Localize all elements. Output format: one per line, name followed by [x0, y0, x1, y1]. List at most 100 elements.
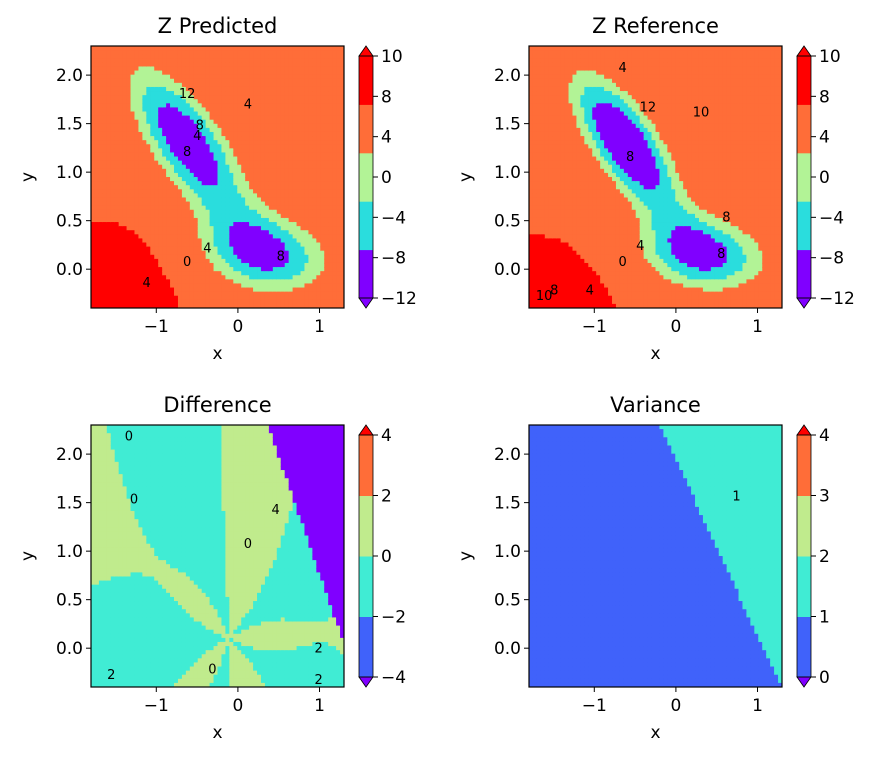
colorbar-extend-bottom	[796, 676, 812, 688]
x-tick-label: −1	[144, 317, 169, 337]
contour-label: 4	[203, 242, 211, 257]
colorbar-segment	[797, 616, 811, 678]
y-tick-label: 1.0	[494, 542, 521, 562]
x-tick-label: 1	[752, 696, 763, 716]
y-tick-label: 1.5	[56, 115, 83, 135]
x-tick-label: 1	[752, 317, 763, 337]
colorbar: −4 −2 0 2 4	[358, 424, 406, 688]
colorbar-extend-bottom	[796, 297, 812, 309]
y-axis-label: y	[18, 551, 38, 561]
colorbar-tick-label: 2	[819, 547, 830, 567]
colorbar-segment	[797, 435, 811, 496]
y-tick-label: 1.0	[56, 542, 83, 562]
x-tick-label: 1	[314, 696, 325, 716]
y-tick-label: 0.5	[494, 212, 521, 232]
colorbar-segment	[359, 435, 373, 496]
subplot-4: Variance −1 0 1 x 0.0 0.5 1.0 1.5 2.0 y 1 0 1 2 3 4	[456, 393, 830, 743]
colorbar-extend-top	[796, 45, 812, 57]
colorbar-tick-label: 4	[819, 426, 830, 446]
contour-label: 0	[130, 492, 138, 507]
contour-fill	[529, 46, 782, 308]
x-tick-label: 0	[232, 696, 243, 716]
contour-label: 8	[196, 119, 204, 134]
contour-label: 8	[717, 247, 725, 262]
colorbar-tick-label: −4	[819, 208, 844, 228]
chart-title: Z Predicted	[158, 14, 278, 38]
colorbar-tick-label: 3	[819, 487, 830, 507]
y-tick-label: 2.0	[494, 445, 521, 465]
colorbar-segment	[359, 495, 373, 557]
contour-label: 4	[193, 129, 201, 144]
contour-label: 0	[125, 429, 133, 444]
colorbar-extend-bottom	[358, 297, 374, 309]
colorbar-segment	[797, 104, 811, 154]
contour-label: 4	[586, 284, 594, 299]
y-tick-label: 0.0	[494, 639, 521, 659]
contour-label: 4	[618, 61, 626, 76]
colorbar-tick-label: −12	[381, 289, 417, 309]
y-tick-label: 0.5	[56, 591, 83, 611]
subplot-1: Z Predicted−1 0 1x0.00.51.01.52.0y44404812…	[18, 14, 417, 364]
contour-label: 8	[722, 210, 730, 225]
x-tick-label: −1	[582, 317, 607, 337]
y-tick-label: 1.5	[56, 494, 83, 514]
y-axis-label: y	[456, 551, 476, 561]
chart-title: Z Reference	[592, 14, 719, 38]
colorbar-extend-bottom	[358, 676, 374, 688]
colorbar-segment	[359, 556, 373, 617]
contour-label: 8	[277, 250, 285, 265]
contour-label: 0	[244, 537, 252, 552]
y-axis-label: y	[456, 172, 476, 182]
x-axis-label: x	[650, 723, 660, 743]
y-tick-label: 1.0	[494, 163, 521, 183]
colorbar-tick-label: 0	[819, 168, 830, 188]
colorbar-tick-label: 4	[381, 128, 392, 148]
y-tick-label: 0.5	[56, 212, 83, 232]
colorbar-tick-label: 8	[381, 87, 392, 107]
contour-label: 8	[626, 150, 634, 165]
colorbar-tick-label: −4	[381, 208, 406, 228]
colorbar-extend-top	[358, 45, 374, 57]
colorbar-segment	[359, 56, 373, 105]
colorbar-segment	[359, 152, 373, 202]
colorbar-segment	[797, 495, 811, 557]
colorbar-segment	[797, 56, 811, 105]
colorbar-tick-label: −8	[819, 249, 844, 269]
colorbar-segment	[359, 616, 373, 678]
y-tick-label: 0.5	[494, 591, 521, 611]
colorbar-segment	[359, 201, 373, 251]
y-tick-label: 0.0	[56, 639, 83, 659]
x-tick-label: 0	[670, 696, 681, 716]
colorbar-tick-label: −4	[381, 668, 406, 688]
contour-label: 12	[179, 87, 196, 102]
colorbar-extend-top	[796, 424, 812, 436]
contour-label: 10	[693, 106, 710, 121]
y-tick-label: 1.0	[56, 163, 83, 183]
contour-label: 4	[143, 276, 151, 291]
contour-label: 0	[183, 255, 191, 270]
y-tick-label: 2.0	[494, 66, 521, 86]
colorbar-segment	[359, 249, 373, 299]
colorbar: −12 −8 −4 0 4 8 10	[796, 45, 855, 309]
y-tick-label: 0.0	[56, 260, 83, 280]
contour-fill	[91, 425, 344, 687]
colorbar-segment	[797, 152, 811, 202]
axes-frame	[90, 424, 345, 688]
contour-label: 0	[618, 255, 626, 270]
contour-label: 2	[315, 642, 323, 657]
contour-label: 2	[107, 668, 115, 683]
colorbar-segment	[797, 201, 811, 251]
y-tick-label: 0.0	[494, 260, 521, 280]
contour-label: 4	[272, 503, 280, 518]
contour-label: 8	[550, 284, 558, 299]
colorbar-tick-label: 10	[381, 47, 403, 67]
colorbar-tick-label: 1	[819, 608, 830, 628]
colorbar-tick-label: 10	[819, 47, 841, 67]
colorbar-segment	[797, 556, 811, 617]
contour-label: 12	[640, 100, 657, 115]
contour-label: 0	[208, 663, 216, 678]
y-axis-label: y	[18, 172, 38, 182]
colorbar-tick-label: −2	[381, 608, 406, 628]
